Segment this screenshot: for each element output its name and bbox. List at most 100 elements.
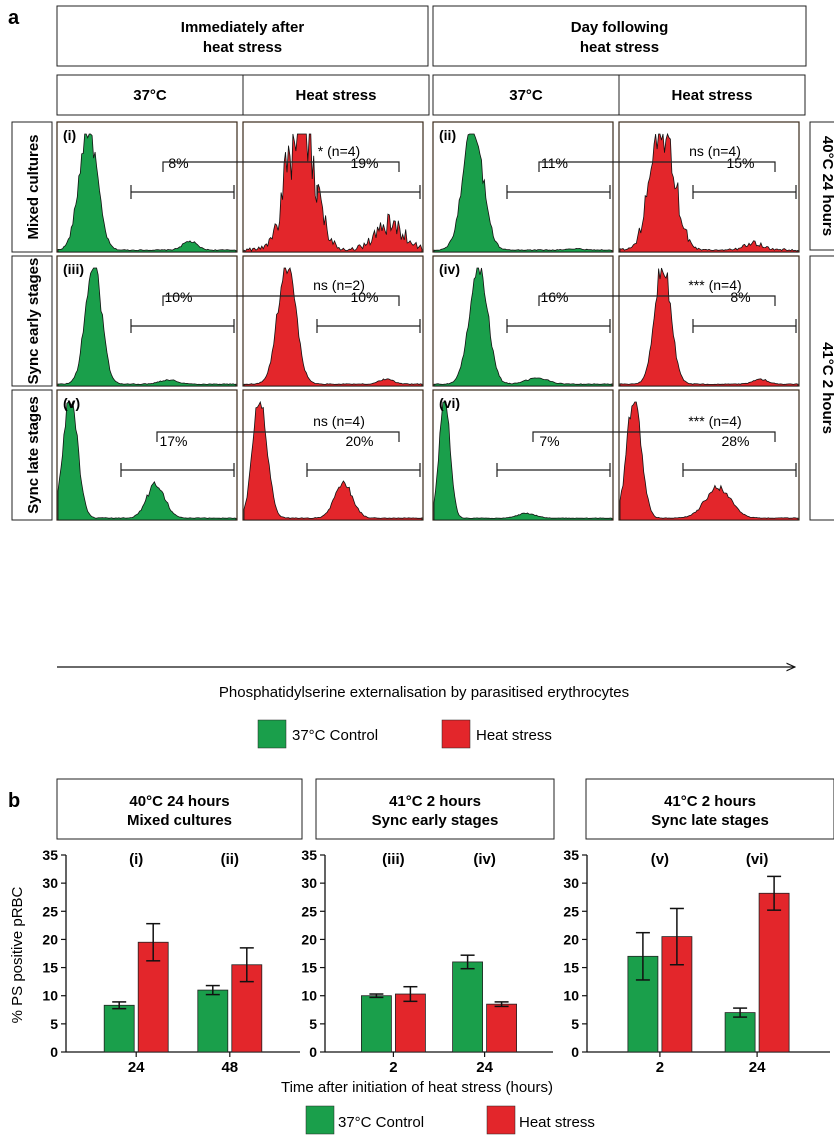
control-bar [724,1012,756,1053]
column-header: Heat stress [296,87,377,104]
y-tick-label: 5 [309,1016,317,1032]
panel-letter: b [8,790,20,812]
panel-roman-label: (iv) [439,261,460,277]
y-tick-label: 20 [301,931,317,947]
row-label-box [11,389,53,521]
heat-histogram [243,400,423,521]
y-tick-label: 10 [563,988,579,1004]
y-tick-label: 20 [42,931,58,947]
y-tick-label: 10 [301,988,317,1004]
significance-bracket [538,161,776,172]
significance-label: ns (n=4) [313,413,365,429]
y-tick-label: 35 [42,847,58,863]
row-label: Mixed cultures [25,134,42,239]
column-header-box [432,74,620,116]
legend-swatch-heat [441,719,471,749]
y-tick-label: 30 [563,875,579,891]
y-tick-label: 35 [563,847,579,863]
y-tick-label: 0 [50,1044,58,1060]
heat-percent: 28% [721,433,749,449]
row-label: Sync early stages [25,258,42,385]
histogram-frame [432,255,614,387]
bar-group-tag: (ii) [221,851,239,868]
y-tick-label: 5 [571,1016,579,1032]
heat-percent: 15% [726,155,754,171]
y-tick-label: 30 [301,875,317,891]
control-histogram [57,400,237,521]
heat-percent: 19% [350,155,378,171]
column-header-box [242,74,430,116]
y-tick-label: 25 [563,903,579,919]
column-group-box [432,5,807,67]
x-axis-label: Phosphatidylserine externalisation by pa… [219,684,629,701]
chart-title: 41°C 2 hours Sync late stages [651,793,769,829]
heat-histogram [243,267,423,387]
header-line: heat stress [203,39,282,56]
bar-group-tag: (i) [129,851,143,868]
control-histogram [433,401,613,521]
bar-group-tag: (v) [651,851,669,868]
control-histogram [433,267,613,387]
control-bar [103,1004,135,1053]
chart-title-box [585,778,834,840]
control-percent: 7% [539,433,559,449]
heat-histogram [619,267,799,387]
y-axis-label: % PS positive pRBC [9,886,26,1023]
chart-title-box [56,778,303,840]
column-header: 37°C [133,87,167,104]
column-header: 37°C [509,87,543,104]
column-group-header: Immediately after heat stress [181,19,305,56]
significance-bracket [162,161,400,172]
chart-title-line: Sync late stages [651,812,769,829]
chart-title-line: 41°C 2 hours [664,793,756,810]
legend-swatch-control [257,719,287,749]
column-group-box [56,5,429,67]
heat-histogram [619,401,799,521]
heat-bar [758,892,790,1053]
heat-percent: 10% [350,289,378,305]
control-percent: 11% [541,155,568,171]
x-tick-label: 2 [656,1059,664,1076]
heat-bar [394,993,426,1053]
control-percent: 16% [540,289,568,305]
y-tick-label: 5 [50,1016,58,1032]
significance-label: ns (n=2) [313,277,365,293]
chart-title: 41°C 2 hours Sync early stages [372,793,499,829]
significance-label: ns (n=4) [689,143,741,159]
heat-percent: 20% [345,433,373,449]
legend-label: 37°C Control [292,727,378,744]
chart-title-line: Mixed cultures [127,812,232,829]
y-tick-label: 15 [301,960,317,976]
bar-group-tag: (iii) [382,851,405,868]
x-tick-label: 24 [749,1059,766,1076]
significance-bracket [156,431,400,442]
y-tick-label: 15 [42,960,58,976]
column-header-box [618,74,806,116]
chart-title-line: 41°C 2 hours [389,793,481,810]
y-tick-label: 0 [571,1044,579,1060]
control-histogram [433,133,613,253]
panel-roman-label: (ii) [439,127,456,143]
histogram-frame [432,389,614,521]
y-tick-label: 25 [301,903,317,919]
control-bar [360,995,392,1053]
y-tick-label: 0 [309,1044,317,1060]
significance-label: *** (n=4) [688,277,741,293]
header-line: Immediately after [181,19,305,36]
header-line: heat stress [580,39,659,56]
y-tick-label: 35 [301,847,317,863]
bar-group-tag: (vi) [746,851,769,868]
y-tick-label: 30 [42,875,58,891]
header-line: Day following [571,19,669,36]
panel-b: b 40°C 24 hours Mixed cultures051015202530… [8,778,834,1135]
control-percent: 8% [168,155,188,171]
legend-swatch-heat [486,1105,516,1135]
x-tick-label: 48 [221,1059,238,1076]
legend-swatch-control [305,1105,335,1135]
control-bar [197,989,229,1053]
chart-title: 40°C 24 hours Mixed cultures [127,793,232,829]
y-tick-label: 10 [42,988,58,1004]
column-group-header: Day following heat stress [571,19,669,56]
